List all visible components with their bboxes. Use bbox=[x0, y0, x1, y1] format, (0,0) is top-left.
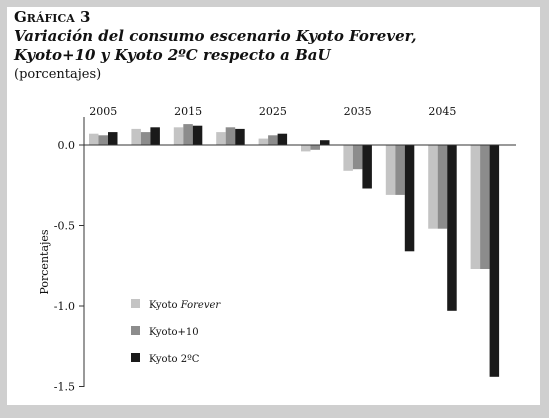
bar-2050-s2 bbox=[480, 145, 490, 269]
bar-2010-s2 bbox=[140, 132, 151, 145]
bar-2005-s2 bbox=[98, 135, 108, 145]
bar-2030-s1 bbox=[301, 145, 311, 152]
bar-2020-s1 bbox=[216, 132, 226, 145]
bar-2010-s3 bbox=[150, 127, 160, 145]
x-tick-label: 2045 bbox=[428, 105, 456, 118]
bar-2025-s1 bbox=[258, 138, 269, 145]
bars-group bbox=[89, 124, 500, 377]
bar-2040-s2 bbox=[395, 145, 405, 195]
y-tick-label: -0.5 bbox=[54, 220, 75, 233]
y-tick-label: -1.0 bbox=[54, 300, 75, 313]
x-tick-labels: 2005 2015 2025 2035 2045 bbox=[89, 105, 456, 118]
legend-swatch-s3 bbox=[131, 353, 140, 362]
bar-2005-s1 bbox=[89, 133, 99, 145]
bar-2045-s3 bbox=[447, 145, 457, 311]
legend-swatch-s1 bbox=[131, 299, 140, 308]
figure-title-line2: Kyoto+10 y Kyoto 2ºC respecto a BaU bbox=[14, 46, 331, 64]
bar-2035-s1 bbox=[343, 145, 353, 171]
bar-2005-s3 bbox=[108, 132, 118, 145]
legend: Kyoto Forever Kyoto+10 Kyoto 2ºC bbox=[131, 299, 221, 365]
figure-subtitle: (porcentajes) bbox=[14, 67, 102, 82]
figure-header: Gráfica 3 Variación del consumo escenari… bbox=[14, 8, 417, 84]
bar-2045-s2 bbox=[437, 145, 448, 229]
bar-2050-s3 bbox=[489, 145, 500, 377]
legend-swatch-s2 bbox=[131, 326, 140, 335]
x-tick-label: 2035 bbox=[344, 105, 372, 118]
bar-2010-s1 bbox=[131, 128, 141, 145]
y-axis-label: Porcentajes bbox=[38, 229, 51, 294]
bar-2040-s1 bbox=[385, 145, 396, 195]
bar-2025-s2 bbox=[268, 135, 278, 145]
bar-2030-s2 bbox=[310, 145, 320, 150]
bar-2015-s1 bbox=[173, 127, 184, 145]
bar-2035-s3 bbox=[362, 145, 372, 189]
figure-label: Gráfica 3 bbox=[14, 8, 91, 26]
legend-label-s1: Kyoto Forever bbox=[149, 300, 221, 311]
bar-2050-s1 bbox=[470, 145, 481, 269]
bar-2035-s2 bbox=[352, 145, 363, 170]
bar-2015-s3 bbox=[192, 125, 203, 145]
bar-2020-s3 bbox=[235, 128, 245, 145]
legend-label-s3: Kyoto 2ºC bbox=[149, 354, 200, 365]
y-ticks: 0.0 -0.5 -1.0 -1.5 bbox=[54, 139, 84, 394]
x-tick-label: 2025 bbox=[259, 105, 287, 118]
bar-2045-s1 bbox=[428, 145, 438, 229]
bar-2040-s3 bbox=[404, 145, 415, 252]
legend-label-s2: Kyoto+10 bbox=[149, 327, 199, 338]
bar-2025-s3 bbox=[277, 133, 288, 145]
y-tick-label: -1.5 bbox=[54, 381, 75, 394]
x-tick-label: 2015 bbox=[174, 105, 202, 118]
y-tick-label: 0.0 bbox=[58, 139, 76, 152]
bar-2020-s2 bbox=[225, 127, 236, 145]
bar-2015-s2 bbox=[183, 124, 193, 145]
bar-2030-s3 bbox=[320, 140, 330, 145]
x-tick-label: 2005 bbox=[89, 105, 117, 118]
figure-title-line1: Variación del consumo escenario Kyoto Fo… bbox=[14, 27, 417, 45]
